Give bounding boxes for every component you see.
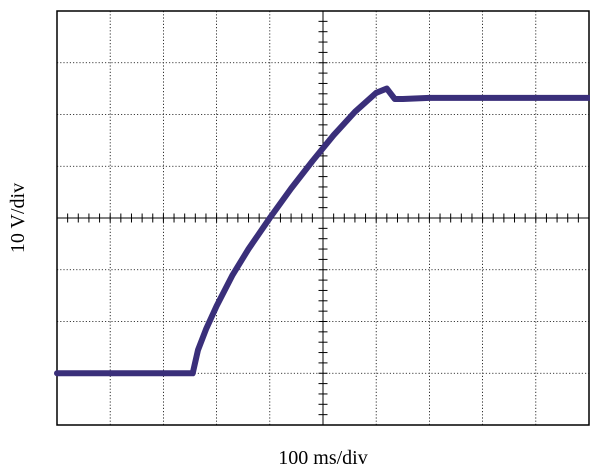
- center-axis-ticks: [57, 11, 589, 425]
- y-axis-label: 10 V/div: [7, 183, 29, 253]
- trace-layer: [54, 85, 590, 377]
- x-axis-label: 100 ms/div: [278, 447, 367, 468]
- trace-line: [54, 85, 590, 377]
- plot-frame: [56, 10, 590, 426]
